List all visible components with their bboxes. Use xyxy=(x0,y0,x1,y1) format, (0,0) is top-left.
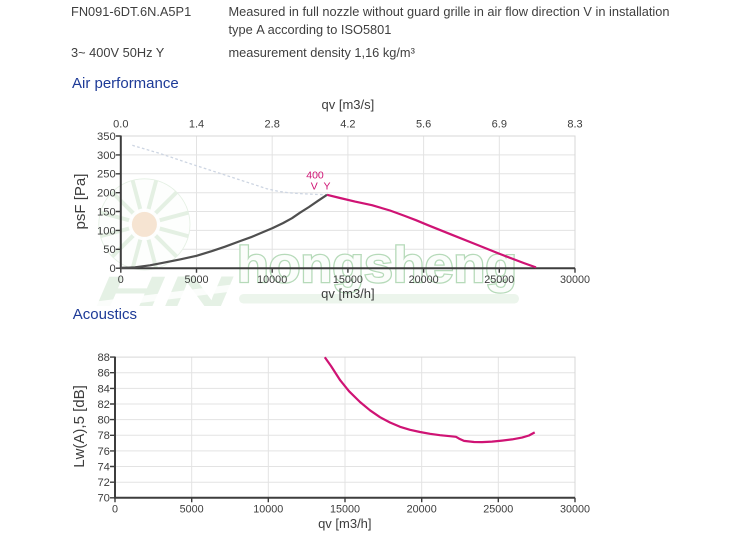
svg-text:0.0: 0.0 xyxy=(113,119,128,131)
svg-text:V: V xyxy=(311,180,318,192)
svg-text:4.2: 4.2 xyxy=(340,119,355,131)
svg-text:72: 72 xyxy=(97,477,109,489)
svg-text:0: 0 xyxy=(118,274,124,286)
svg-text:70: 70 xyxy=(97,493,109,505)
svg-text:0: 0 xyxy=(109,263,115,275)
svg-text:20000: 20000 xyxy=(409,274,439,286)
svg-text:5000: 5000 xyxy=(184,274,208,286)
svg-text:6.9: 6.9 xyxy=(492,119,507,131)
svg-text:86: 86 xyxy=(97,368,109,380)
svg-text:hongsheng: hongsheng xyxy=(237,237,517,293)
svg-text:qv [m3/h]: qv [m3/h] xyxy=(318,516,371,531)
svg-text:10000: 10000 xyxy=(257,274,287,286)
svg-text:30000: 30000 xyxy=(560,274,590,286)
svg-text:150: 150 xyxy=(97,206,116,218)
svg-text:82: 82 xyxy=(97,399,109,411)
svg-text:84: 84 xyxy=(97,383,109,395)
svg-text:74: 74 xyxy=(97,461,109,473)
svg-text:15000: 15000 xyxy=(330,504,360,516)
svg-text:qv [m3/s]: qv [m3/s] xyxy=(322,97,375,112)
svg-text:15000: 15000 xyxy=(333,274,363,286)
svg-text:8.3: 8.3 xyxy=(567,119,582,131)
svg-text:5.6: 5.6 xyxy=(416,119,431,131)
svg-text:10000: 10000 xyxy=(253,504,283,516)
svg-text:25000: 25000 xyxy=(484,274,514,286)
svg-text:30000: 30000 xyxy=(560,504,590,516)
svg-text:50: 50 xyxy=(103,244,115,256)
svg-text:0: 0 xyxy=(112,504,118,516)
svg-text:Lw(A),5 [dB]: Lw(A),5 [dB] xyxy=(71,385,88,468)
svg-text:400: 400 xyxy=(306,170,324,182)
svg-text:100: 100 xyxy=(97,225,116,237)
svg-text:78: 78 xyxy=(97,430,109,442)
svg-text:25000: 25000 xyxy=(483,504,513,516)
svg-text:Y: Y xyxy=(324,180,331,192)
svg-text:300: 300 xyxy=(97,150,116,162)
svg-text:80: 80 xyxy=(97,415,109,427)
svg-text:88: 88 xyxy=(97,352,109,364)
svg-text:1.4: 1.4 xyxy=(189,119,204,131)
svg-text:5000: 5000 xyxy=(180,504,204,516)
svg-text:20000: 20000 xyxy=(407,504,437,516)
svg-text:76: 76 xyxy=(97,446,109,458)
svg-text:qv [m3/h]: qv [m3/h] xyxy=(321,286,374,301)
svg-text:200: 200 xyxy=(97,188,116,200)
svg-text:psF [Pa]: psF [Pa] xyxy=(72,174,89,230)
svg-text:350: 350 xyxy=(97,131,116,143)
svg-text:2.8: 2.8 xyxy=(265,119,280,131)
svg-text:250: 250 xyxy=(97,169,116,181)
